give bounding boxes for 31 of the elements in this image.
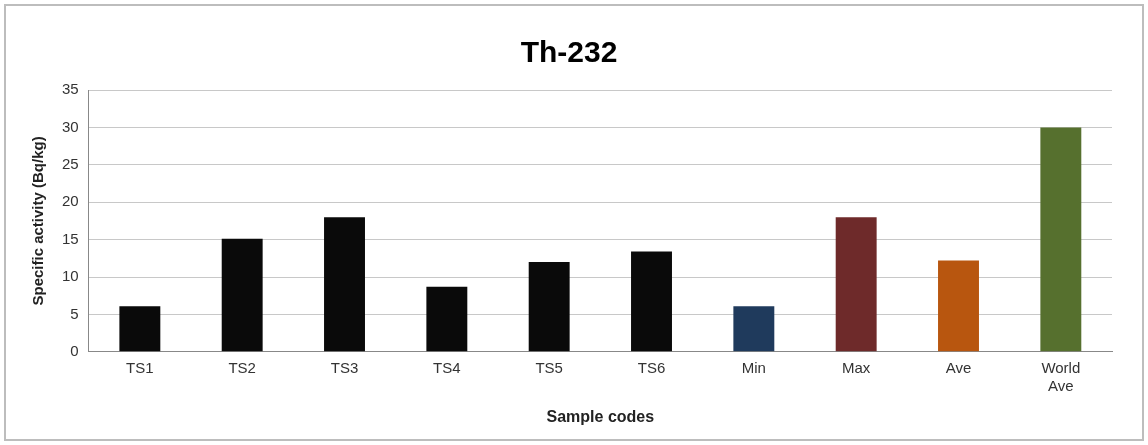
x-tick-label: TS3 — [330, 358, 359, 376]
x-tick-label: TS2 — [228, 358, 256, 376]
x-tick-label: World Ave — [1041, 358, 1081, 394]
bar — [938, 260, 979, 352]
bar — [324, 217, 365, 352]
y-tick-label: 15 — [62, 229, 79, 247]
chart-title: Th-232 — [520, 35, 618, 69]
bar — [221, 238, 263, 352]
x-tick-label: TS6 — [637, 358, 666, 376]
bar — [119, 306, 161, 352]
y-tick-label: 30 — [62, 117, 79, 135]
y-tick-label: 25 — [62, 154, 79, 172]
x-tick-label: TS5 — [535, 358, 563, 376]
x-tick-label: TS1 — [126, 358, 154, 376]
bar — [733, 306, 775, 352]
x-tick-label: Max — [842, 358, 871, 376]
y-tick-label: 5 — [70, 304, 79, 322]
y-axis-title: Specific activity (Bq/kg) — [29, 136, 47, 306]
bar — [835, 217, 877, 352]
y-tick-label: 0 — [70, 341, 79, 359]
x-axis-title: Sample codes — [546, 407, 655, 425]
bar — [631, 251, 672, 352]
y-tick-label: 35 — [62, 80, 79, 98]
x-tick-label: Ave — [945, 358, 972, 376]
bar — [426, 286, 468, 352]
x-tick-label: TS4 — [433, 358, 461, 376]
bar — [528, 262, 570, 352]
bar — [1040, 127, 1082, 352]
x-tick-label: Min — [741, 358, 766, 376]
y-tick-label: 10 — [62, 267, 79, 285]
y-tick-label: 20 — [62, 192, 79, 210]
